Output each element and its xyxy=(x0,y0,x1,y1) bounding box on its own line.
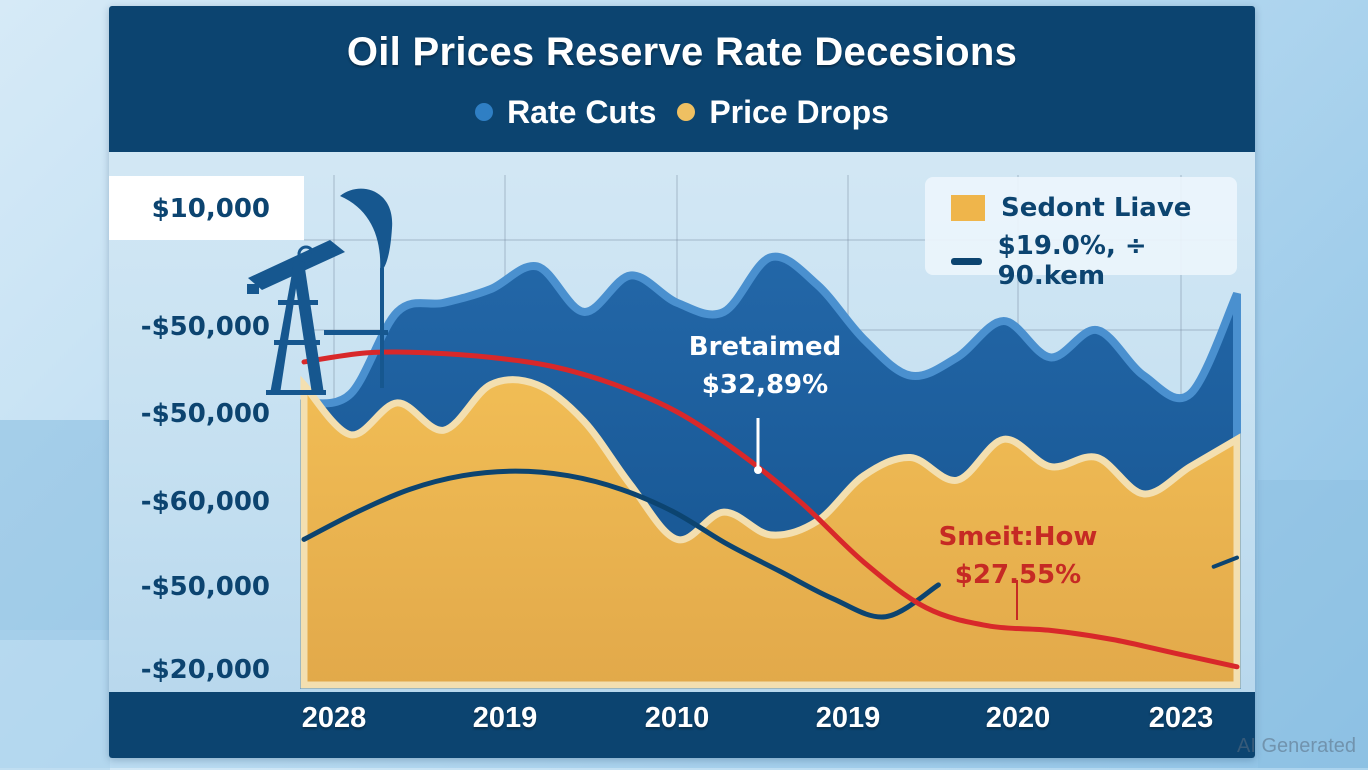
y-tick-label: -$50,000 xyxy=(140,399,270,429)
legend-item-rate-cuts: Rate Cuts xyxy=(475,94,656,131)
legend-box: Sedont Liave $19.0%, ÷ 90.kem xyxy=(925,177,1237,291)
y-tick-label: -$60,000 xyxy=(140,487,270,517)
chart-title: Oil Prices Reserve Rate Decesions xyxy=(346,30,1018,74)
legend-label: Price Drops xyxy=(709,93,889,130)
background-shape xyxy=(0,420,110,640)
annotation-point xyxy=(754,466,762,474)
annotation-value: $27.55% xyxy=(954,560,1082,590)
price-drops-area xyxy=(300,375,1241,689)
x-axis-band xyxy=(109,692,1255,758)
legend-label: Rate Cuts xyxy=(507,93,657,130)
legend-dot-icon xyxy=(475,103,494,121)
y-tick-label: -$50,000 xyxy=(140,312,270,342)
legend-line-icon xyxy=(951,257,982,265)
legend-entry: Sedont Liave xyxy=(951,193,1191,223)
background-shape xyxy=(0,630,110,770)
legend-label: $19.0%, ÷ 90.kem xyxy=(997,231,1147,291)
annotation-smeithow: Smeit:How $27.55% xyxy=(928,518,1108,594)
annotation-label: Bretaimed xyxy=(688,332,842,362)
annotation-value: $32,89% xyxy=(701,370,829,400)
x-tick-label: 2028 xyxy=(301,702,367,734)
header-legend: Rate Cuts Price Drops xyxy=(109,92,1255,131)
red-trend-line xyxy=(301,349,1240,670)
annotation-label: Smeit:How xyxy=(938,522,1098,552)
legend-dot-icon xyxy=(677,103,696,121)
legend-square-icon xyxy=(951,195,985,221)
legend-item-price-drops: Price Drops xyxy=(677,94,889,131)
x-tick-label: 2023 xyxy=(1148,702,1214,734)
watermark: AI Generated xyxy=(1237,735,1356,757)
annotation-bretaimed: Bretaimed $32,89% xyxy=(680,328,850,404)
y-tick-label: -$50,000 xyxy=(140,572,270,602)
legend-label: Sedont Liave xyxy=(1001,193,1192,223)
navy-trend-line-stub xyxy=(1211,555,1239,569)
x-tick-label: 2019 xyxy=(815,702,881,734)
y-tick-label: -$20,000 xyxy=(140,655,270,685)
chart-header: Oil Prices Reserve Rate Decesions Rate C… xyxy=(109,6,1255,152)
x-tick-label: 2010 xyxy=(644,702,710,734)
background-shape xyxy=(1258,480,1368,768)
oil-pump-jack-icon xyxy=(247,188,393,395)
x-tick-label: 2019 xyxy=(472,702,538,734)
y-tick-label: $10,000 xyxy=(151,194,270,224)
navy-trend-line xyxy=(301,468,941,620)
x-tick-label: 2020 xyxy=(985,702,1051,734)
legend-entry: $19.0%, ÷ 90.kem xyxy=(951,231,1237,291)
y-top-label-box xyxy=(109,176,304,240)
